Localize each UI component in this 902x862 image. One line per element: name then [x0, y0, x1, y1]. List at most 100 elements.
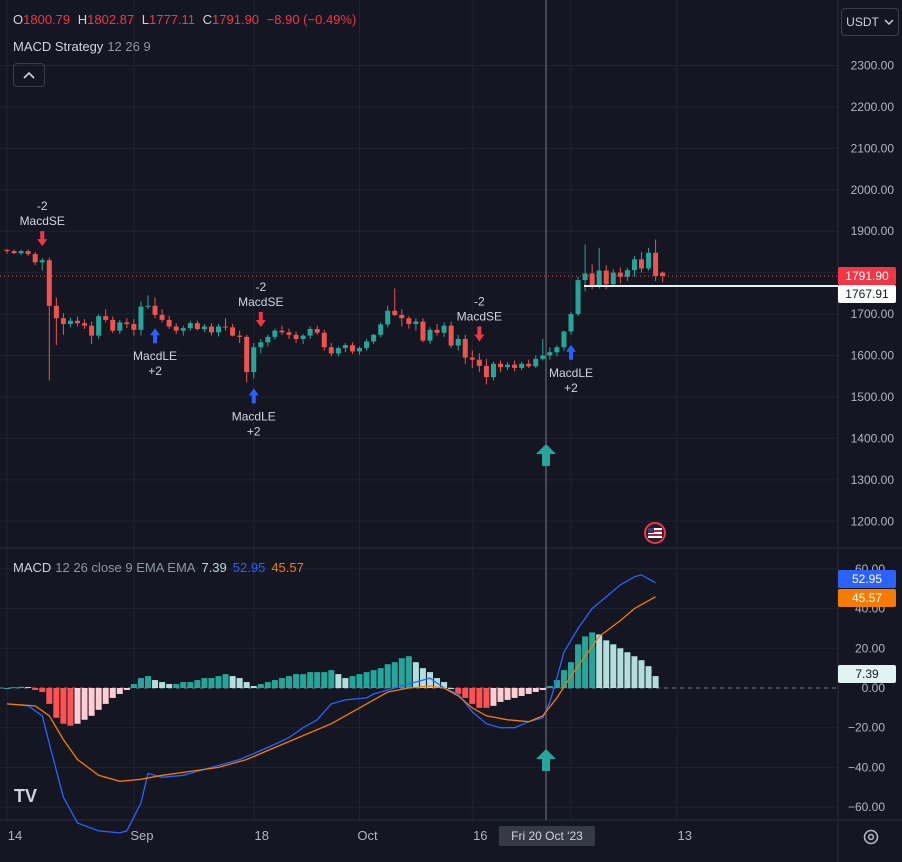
- candle-body: [476, 359, 482, 366]
- time-axis-tick: Sep: [130, 828, 153, 843]
- histogram-bar: [116, 688, 123, 694]
- candle-body: [490, 363, 496, 378]
- histogram-bar: [243, 682, 250, 688]
- candle-body: [272, 330, 278, 337]
- histogram-bar: [46, 688, 53, 704]
- time-axis-tick: 14: [8, 828, 22, 843]
- histogram-bar: [102, 688, 109, 704]
- candle-body: [498, 363, 503, 368]
- candle-body: [307, 329, 313, 336]
- currency-selector[interactable]: USDT: [841, 8, 899, 36]
- histogram-bar: [412, 662, 419, 688]
- histogram-bar: [363, 672, 370, 688]
- macd-line-value: 52.95: [232, 560, 266, 575]
- candle-body: [639, 259, 644, 269]
- price-axis-tick: 1400.00: [851, 431, 895, 445]
- candle-body: [279, 330, 285, 333]
- macd-name: MACD: [13, 560, 52, 575]
- histogram-bar: [603, 640, 610, 688]
- candle-body: [441, 325, 447, 333]
- strategy-legend[interactable]: MACD Strategy 12 26 9: [13, 39, 151, 54]
- time-axis-tick: Oct: [357, 828, 378, 843]
- candle-body: [60, 318, 66, 325]
- macd-axis-tick: 0.00: [862, 681, 886, 695]
- candle-body: [596, 270, 602, 286]
- marker-label-top: MacdLE: [549, 366, 593, 380]
- time-axis-tick: 16: [473, 828, 487, 843]
- histogram-bar: [504, 688, 511, 700]
- histogram-bar: [236, 678, 243, 688]
- histogram-bar: [546, 686, 553, 688]
- macd-line: [6, 574, 656, 834]
- histogram-bar: [525, 688, 532, 694]
- candle-body: [462, 338, 468, 358]
- histogram-bar: [18, 686, 25, 688]
- candle-body: [180, 328, 186, 331]
- candle-body: [540, 355, 546, 359]
- candle-body: [117, 322, 123, 331]
- macd-axis-tick: −40.00: [848, 760, 885, 774]
- histogram-bar: [159, 682, 166, 688]
- collapse-legend-button[interactable]: [13, 63, 45, 87]
- candle-body: [32, 253, 38, 263]
- candle-body: [610, 272, 616, 285]
- candle-body: [631, 259, 637, 271]
- histogram-bar: [377, 668, 384, 688]
- histogram-bar: [208, 678, 215, 688]
- marker-label-top: -2: [255, 280, 266, 294]
- candle-body: [39, 260, 45, 263]
- histogram-bar: [448, 688, 455, 689]
- histogram-bar: [300, 674, 307, 688]
- histogram-bar: [427, 672, 433, 688]
- histogram-bar: [469, 688, 476, 704]
- histogram-bar: [74, 688, 81, 724]
- candle-body: [371, 334, 377, 342]
- histogram-bar: [391, 662, 398, 688]
- histogram-bar: [257, 684, 264, 688]
- marker-label-bottom: MacdSE: [238, 295, 283, 309]
- candle-body: [293, 334, 299, 339]
- crosshair-up-arrow: [536, 749, 556, 771]
- price-axis-tick: 1700.00: [851, 307, 895, 321]
- price-axis-tick: 1300.00: [851, 473, 895, 487]
- last-price-label-bg: [838, 267, 896, 285]
- histogram-bar: [638, 660, 645, 688]
- candle-body: [152, 305, 158, 315]
- macd-value-label-bg: [838, 570, 896, 588]
- macd-legend[interactable]: MACD 12 26 close 9 EMA EMA 7.39 52.95 45.57: [13, 560, 304, 575]
- high-value: 1802.87: [87, 12, 135, 27]
- histogram-bar: [532, 688, 539, 692]
- tradingview-logo[interactable]: TV: [14, 786, 38, 806]
- candle-body: [201, 326, 207, 330]
- price-axis-tick: 2000.00: [851, 183, 895, 197]
- marker-label-top: MacdLE: [232, 409, 276, 423]
- candle-body: [244, 336, 250, 373]
- histogram-bar: [483, 688, 490, 708]
- histogram-bar: [356, 674, 363, 688]
- flag-stripe: [648, 534, 662, 536]
- histogram-bar: [631, 656, 638, 688]
- candle-body: [427, 329, 433, 341]
- histogram-bar: [229, 676, 236, 688]
- histogram-bar: [652, 676, 659, 688]
- candle-body: [300, 335, 306, 339]
- histogram-bar: [145, 676, 151, 688]
- histogram-bar: [130, 684, 137, 688]
- candle-body: [75, 320, 80, 324]
- candle-body: [251, 347, 257, 373]
- candle-body: [406, 318, 412, 325]
- candle-body: [53, 305, 59, 319]
- histogram-bar: [173, 684, 180, 688]
- candle-body: [349, 345, 355, 352]
- candle-body: [4, 249, 10, 252]
- candle-body: [547, 352, 553, 356]
- histogram-bar: [53, 688, 60, 718]
- candle-body: [159, 314, 165, 320]
- candle-body: [328, 347, 334, 354]
- histogram-bar: [610, 644, 617, 688]
- histogram-bar: [624, 652, 631, 688]
- gear-icon[interactable]: [862, 828, 880, 846]
- histogram-bar: [462, 688, 469, 698]
- candle-body: [67, 320, 73, 325]
